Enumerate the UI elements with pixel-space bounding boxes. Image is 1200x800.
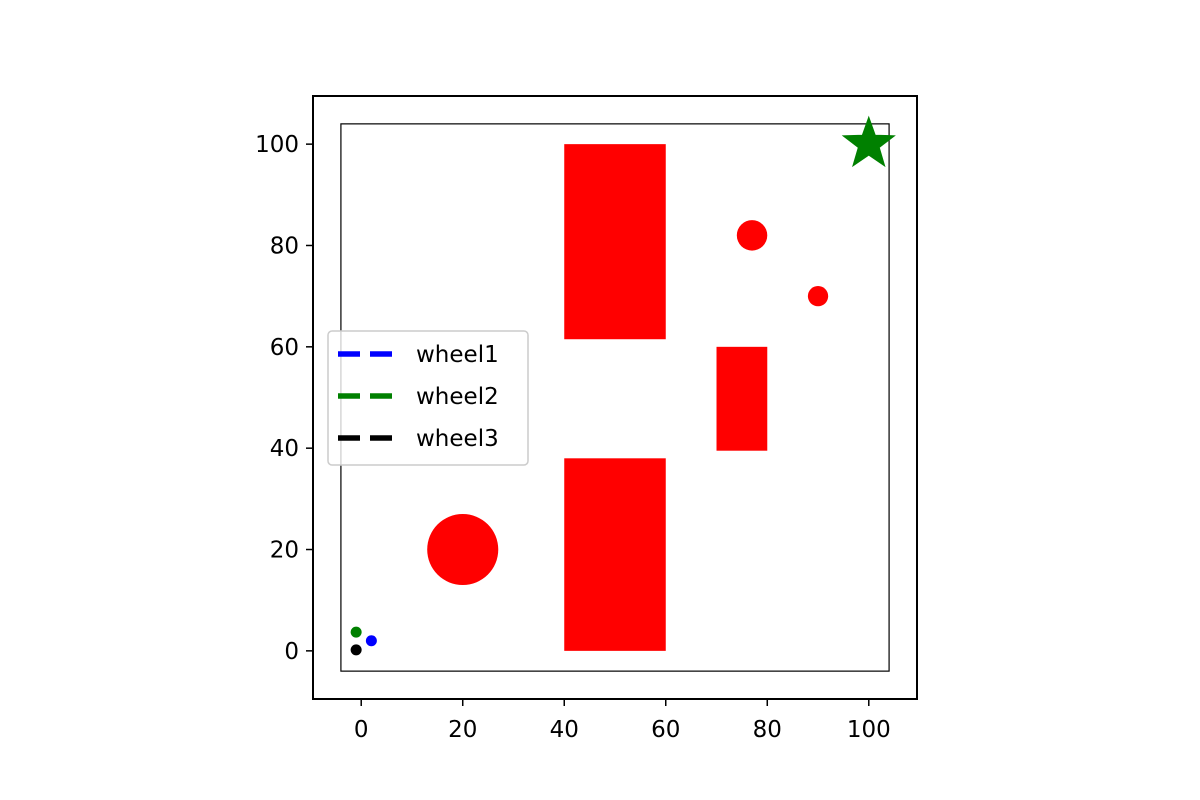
axes-frame bbox=[312, 95, 918, 700]
y-tick-label: 100 bbox=[255, 132, 299, 158]
legend-label-wheel2: wheel2 bbox=[416, 384, 499, 410]
data-point-wheel1 bbox=[365, 635, 377, 647]
x-tick-label: 40 bbox=[550, 717, 579, 743]
obstacle-circle bbox=[427, 513, 499, 586]
plot-area bbox=[312, 95, 918, 700]
x-tick-label: 20 bbox=[448, 717, 477, 743]
y-tick-label: 0 bbox=[284, 639, 299, 665]
obstacle-circle bbox=[807, 286, 829, 307]
legend-label-wheel3: wheel3 bbox=[416, 426, 499, 452]
obstacle-rect bbox=[564, 144, 666, 340]
goal-star-icon bbox=[841, 115, 896, 168]
data-point-wheel3 bbox=[350, 644, 362, 656]
x-tick-label: 100 bbox=[847, 717, 891, 743]
x-tick-label: 60 bbox=[651, 717, 680, 743]
obstacle-circle bbox=[736, 220, 768, 251]
data-point-wheel2 bbox=[350, 626, 362, 638]
y-tick-label: 40 bbox=[270, 436, 299, 462]
y-axis: 0 20 40 60 80 100 bbox=[255, 132, 313, 665]
obstacle-rect bbox=[564, 458, 666, 651]
legend-label-wheel1: wheel1 bbox=[416, 342, 499, 368]
y-tick-label: 80 bbox=[270, 233, 299, 259]
x-tick-label: 0 bbox=[354, 717, 369, 743]
legend-box bbox=[327, 330, 529, 466]
obstacle-rect bbox=[716, 346, 768, 451]
y-tick-label: 60 bbox=[270, 335, 299, 361]
x-tick-label: 80 bbox=[753, 717, 782, 743]
legend: wheel1 wheel2 wheel3 bbox=[327, 330, 529, 466]
y-tick-label: 20 bbox=[270, 538, 299, 564]
x-axis: 0 20 40 60 80 100 bbox=[354, 699, 891, 743]
